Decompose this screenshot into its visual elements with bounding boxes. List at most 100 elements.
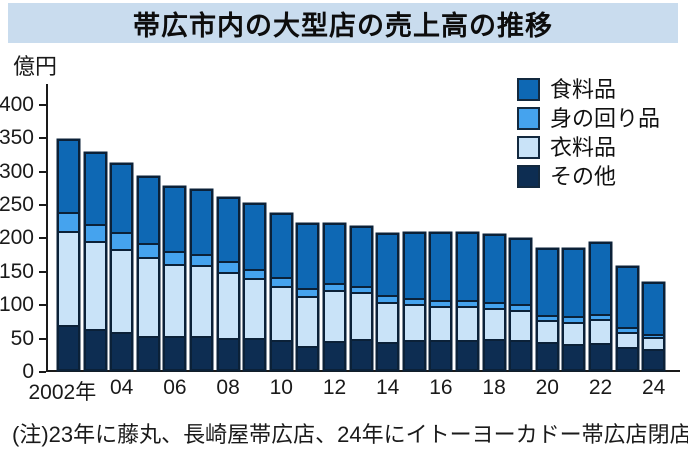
y-tick-label-350: 350 <box>0 126 34 150</box>
bar-2018-segment-食料品 <box>483 235 505 304</box>
bar-2004-segment-その他 <box>111 332 133 370</box>
bar-2006 <box>164 186 186 370</box>
bar-2014-segment-その他 <box>377 342 399 370</box>
bar-2003-segment-衣料品 <box>84 242 106 330</box>
legend-item-食料品: 食料品 <box>517 78 660 101</box>
footnote: (注)23年に藤丸、長崎屋帯広店、24年にイトーヨーカドー帯広店閉店 <box>12 422 688 447</box>
bar-2018-segment-身の回り品 <box>483 303 505 310</box>
bar-2022-segment-身の回り品 <box>590 314 611 320</box>
legend-label: 食料品 <box>550 77 617 102</box>
bar-2019-segment-衣料品 <box>510 311 532 341</box>
bar-2002-segment-身の回り品 <box>58 213 79 233</box>
bar-2005-segment-食料品 <box>137 176 159 244</box>
bar-2020 <box>536 249 558 370</box>
x-label-2024: 24 <box>642 376 666 399</box>
bar-2014-segment-食料品 <box>377 234 399 296</box>
bar-2022-segment-食料品 <box>590 243 611 315</box>
bar-2011-segment-衣料品 <box>297 297 319 348</box>
bar-2017-segment-その他 <box>457 341 478 370</box>
legend-swatch-icon <box>517 107 540 130</box>
bar-2006-segment-食料品 <box>164 186 186 252</box>
legend-item-その他: その他 <box>517 165 660 188</box>
y-tick-label-100: 100 <box>0 293 34 317</box>
y-tick-400 <box>39 103 46 106</box>
bar-2019 <box>510 239 532 370</box>
bar-2012 <box>324 224 345 370</box>
bar-2003 <box>84 152 106 370</box>
bar-2013-segment-その他 <box>350 339 372 370</box>
y-tick-label-250: 250 <box>0 193 34 216</box>
y-tick-label-0: 0 <box>22 360 34 383</box>
bar-2015-segment-その他 <box>403 340 425 370</box>
title-banner: 帯広市内の大型店の売上高の推移 <box>8 3 678 43</box>
legend-swatch-icon <box>517 78 540 101</box>
y-tick-50 <box>39 337 46 340</box>
bar-2003-segment-食料品 <box>84 152 106 226</box>
y-tick-200 <box>39 237 46 240</box>
bar-2011 <box>297 224 319 370</box>
bar-2006-segment-衣料品 <box>164 265 186 338</box>
x-label-2018: 18 <box>482 376 506 399</box>
bar-2019-segment-その他 <box>510 340 532 370</box>
bar-2023-segment-その他 <box>616 347 638 370</box>
x-axis-line <box>46 370 680 372</box>
bar-2010-segment-その他 <box>270 340 292 370</box>
bar-2003-segment-その他 <box>84 329 106 370</box>
x-label-2012: 12 <box>322 376 347 399</box>
x-label-2016: 16 <box>429 376 453 399</box>
bar-2021-segment-食料品 <box>563 249 585 318</box>
y-tick-100 <box>39 304 46 307</box>
bar-2023-segment-衣料品 <box>616 332 638 348</box>
bar-2024-segment-身の回り品 <box>643 335 665 338</box>
bar-2024-segment-その他 <box>643 349 665 370</box>
bar-2011-segment-その他 <box>297 347 319 370</box>
bar-2023-segment-食料品 <box>616 267 638 328</box>
bar-2011-segment-食料品 <box>297 224 319 290</box>
bar-2009-segment-身の回り品 <box>244 269 266 280</box>
bar-2009-segment-食料品 <box>244 204 266 270</box>
bar-2013 <box>350 227 372 370</box>
bar-2018 <box>483 235 505 370</box>
bar-2008-segment-身の回り品 <box>217 262 239 274</box>
bar-2021 <box>563 249 585 370</box>
bar-2012-segment-その他 <box>324 341 345 370</box>
bar-2006-segment-その他 <box>164 337 186 370</box>
legend-label: 身の回り品 <box>550 106 661 131</box>
bar-2004-segment-身の回り品 <box>111 233 133 250</box>
bar-2016-segment-その他 <box>430 341 452 370</box>
y-tick-300 <box>39 170 46 173</box>
bar-2005-segment-身の回り品 <box>137 243 159 258</box>
bar-2010-segment-食料品 <box>270 213 292 279</box>
bar-2007-segment-食料品 <box>191 190 212 256</box>
bar-2011-segment-身の回り品 <box>297 289 319 298</box>
bar-2016-segment-身の回り品 <box>430 300 452 307</box>
bar-2016-segment-衣料品 <box>430 306 452 342</box>
bar-2020-segment-衣料品 <box>536 321 558 344</box>
bar-2012-segment-身の回り品 <box>324 283 345 292</box>
bar-2020-segment-その他 <box>536 343 558 370</box>
bar-2013-segment-衣料品 <box>350 293 372 340</box>
y-tick-0 <box>39 371 46 373</box>
bar-2017-segment-食料品 <box>457 233 478 301</box>
bar-2012-segment-衣料品 <box>324 291 345 342</box>
bar-2007-segment-身の回り品 <box>191 255 212 267</box>
bar-2022-segment-衣料品 <box>590 319 611 344</box>
x-label-2022: 22 <box>588 376 613 399</box>
bar-2004-segment-食料品 <box>111 163 133 234</box>
bar-2004 <box>111 163 133 370</box>
x-label-2006: 06 <box>163 376 187 399</box>
bar-2014 <box>377 234 399 370</box>
bar-2023 <box>616 267 638 370</box>
legend-swatch-icon <box>517 165 540 188</box>
bar-2002-segment-食料品 <box>58 139 79 214</box>
bar-2021-segment-衣料品 <box>563 323 585 345</box>
bar-2021-segment-身の回り品 <box>563 317 585 324</box>
bar-2020-segment-身の回り品 <box>536 315 558 322</box>
bar-2007 <box>191 190 212 370</box>
bar-2020-segment-食料品 <box>536 249 558 316</box>
y-tick-label-300: 300 <box>0 159 34 183</box>
bar-2008-segment-衣料品 <box>217 273 239 340</box>
bar-2014-segment-衣料品 <box>377 302 399 343</box>
bar-2006-segment-身の回り品 <box>164 251 186 266</box>
bar-2010 <box>270 213 292 370</box>
